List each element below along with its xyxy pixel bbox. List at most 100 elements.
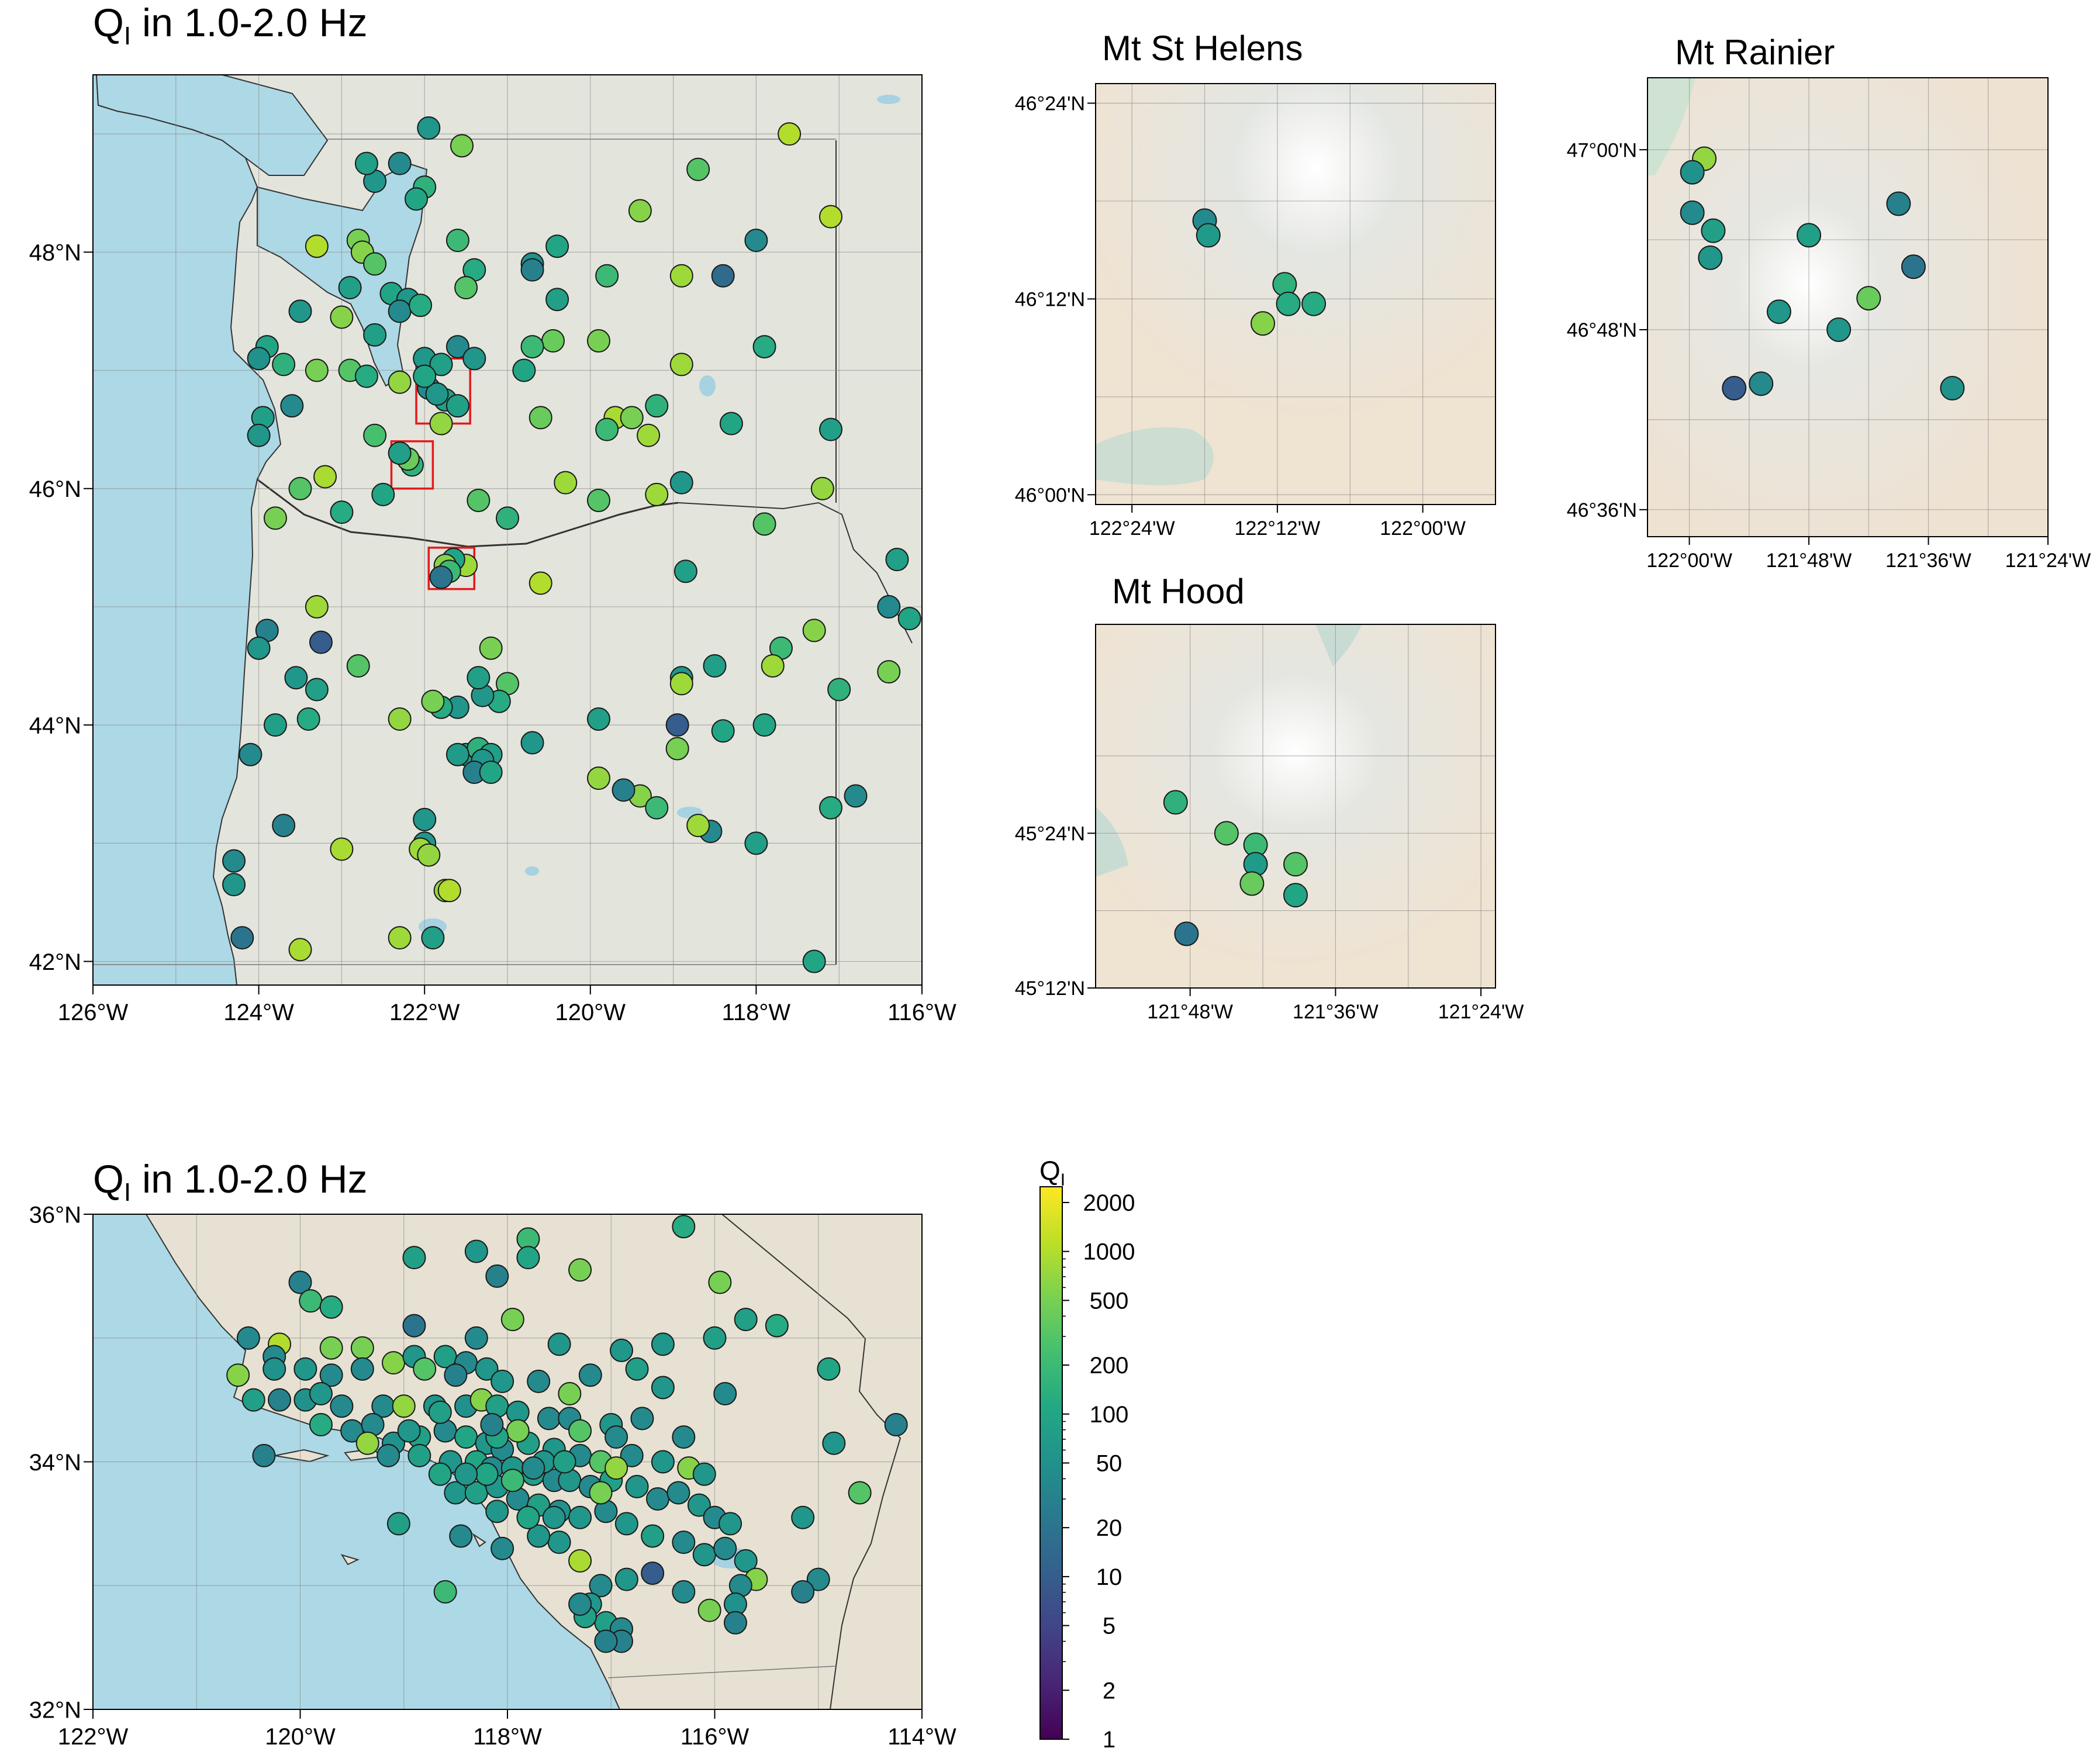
station-marker xyxy=(703,1326,727,1350)
station-marker xyxy=(429,412,453,436)
station-marker xyxy=(230,926,254,950)
station-marker xyxy=(884,1412,908,1436)
station-marker xyxy=(665,737,689,761)
station-marker xyxy=(1701,218,1726,243)
station-marker xyxy=(765,1314,789,1338)
station-marker xyxy=(450,134,474,158)
station-marker xyxy=(405,187,429,211)
station-marker xyxy=(305,595,329,619)
station-marker xyxy=(568,1592,592,1616)
station-marker xyxy=(552,1450,576,1474)
x-tick-label: 120°W xyxy=(265,1724,336,1750)
station-marker xyxy=(645,796,669,820)
station-marker xyxy=(247,423,271,447)
station-marker xyxy=(428,1462,452,1486)
rainier-axis-ticks: 122°00'W 121°48'W 121°36'W 121°24'W 46°36'N 4… xyxy=(1567,139,2091,572)
station-marker xyxy=(402,1314,426,1338)
station-marker xyxy=(719,1512,742,1536)
station-marker xyxy=(319,1336,343,1360)
helens-frame xyxy=(1095,83,1496,505)
station-marker xyxy=(529,406,552,430)
station-marker xyxy=(350,1336,374,1360)
station-marker xyxy=(491,1369,514,1393)
station-marker xyxy=(388,926,412,950)
station-marker xyxy=(280,394,304,418)
station-marker xyxy=(355,1431,379,1455)
helens-gridlines xyxy=(1096,84,1495,505)
station-marker xyxy=(296,707,320,731)
station-marker xyxy=(651,1376,675,1400)
station-marker xyxy=(1901,254,1926,279)
station-marker xyxy=(752,512,776,536)
station-marker xyxy=(1251,311,1276,336)
station-marker xyxy=(516,1505,540,1529)
y-tick-label: 46°N xyxy=(29,476,81,502)
station-marker xyxy=(520,731,544,755)
station-marker xyxy=(252,1443,276,1467)
station-marker xyxy=(236,1326,260,1350)
pnw-title: QI in 1.0-2.0 Hz xyxy=(93,1,368,50)
station-marker xyxy=(485,1264,509,1288)
station-marker xyxy=(734,1549,758,1573)
station-marker xyxy=(444,1363,468,1387)
colorbar-tick-label: 200 xyxy=(1090,1353,1129,1378)
station-marker xyxy=(817,1357,841,1381)
station-marker xyxy=(226,1363,250,1387)
station-marker xyxy=(686,157,710,181)
x-tick-label: 121°36'W xyxy=(1293,1001,1379,1023)
hood-axis-ticks: 121°48'W 121°36'W 121°24'W 45°12'N 45°24'N xyxy=(1015,823,1524,1023)
station-marker xyxy=(421,926,445,950)
station-marker xyxy=(413,364,437,388)
station-marker xyxy=(713,1382,737,1406)
station-marker xyxy=(429,565,453,589)
rainier-title: Mt Rainier xyxy=(1675,33,1835,72)
station-marker xyxy=(392,1394,416,1418)
station-marker xyxy=(496,506,519,530)
pnw-columbia-river xyxy=(257,478,679,548)
station-marker xyxy=(651,1450,675,1474)
station-marker xyxy=(1722,376,1747,401)
helens-stations xyxy=(1192,208,1327,336)
station-marker xyxy=(288,299,312,323)
x-tick-label: 122°00'W xyxy=(1380,517,1466,540)
station-marker xyxy=(309,1382,333,1406)
station-marker xyxy=(272,814,296,838)
y-tick-label: 45°24'N xyxy=(1015,823,1085,845)
station-marker xyxy=(723,1611,747,1635)
station-marker xyxy=(637,423,661,447)
colorbar-gradient xyxy=(1039,1186,1063,1740)
x-tick-label: 120°W xyxy=(555,1000,626,1025)
station-marker xyxy=(568,1258,592,1282)
station-marker xyxy=(421,689,445,713)
hood-title: Mt Hood xyxy=(1112,572,1245,611)
socal-border-us-mx xyxy=(607,1666,837,1678)
station-marker xyxy=(397,1419,421,1443)
station-marker xyxy=(462,347,486,371)
station-marker xyxy=(692,1462,716,1486)
station-marker xyxy=(363,423,387,447)
station-marker xyxy=(346,654,370,678)
station-marker xyxy=(354,364,378,388)
station-marker xyxy=(711,719,735,743)
station-marker xyxy=(371,482,395,506)
station-marker xyxy=(299,1289,323,1313)
socal-stations xyxy=(226,1215,908,1653)
station-marker xyxy=(527,1369,551,1393)
x-tick-label: 121°24'W xyxy=(1438,1001,1524,1023)
station-marker xyxy=(877,660,901,684)
x-tick-label: 122°W xyxy=(389,1000,460,1025)
station-marker xyxy=(330,837,354,861)
station-marker xyxy=(578,1363,602,1387)
station-marker xyxy=(305,234,329,258)
station-marker xyxy=(844,784,868,808)
station-marker xyxy=(319,1295,343,1319)
station-marker xyxy=(605,1456,628,1480)
station-marker xyxy=(382,1351,406,1375)
station-marker xyxy=(628,199,652,223)
station-marker xyxy=(625,1357,649,1381)
station-marker xyxy=(241,1388,265,1412)
y-tick-label: 44°N xyxy=(29,713,81,739)
hood-valley xyxy=(1096,807,1128,877)
station-marker xyxy=(545,288,569,312)
station-marker xyxy=(547,1332,571,1356)
